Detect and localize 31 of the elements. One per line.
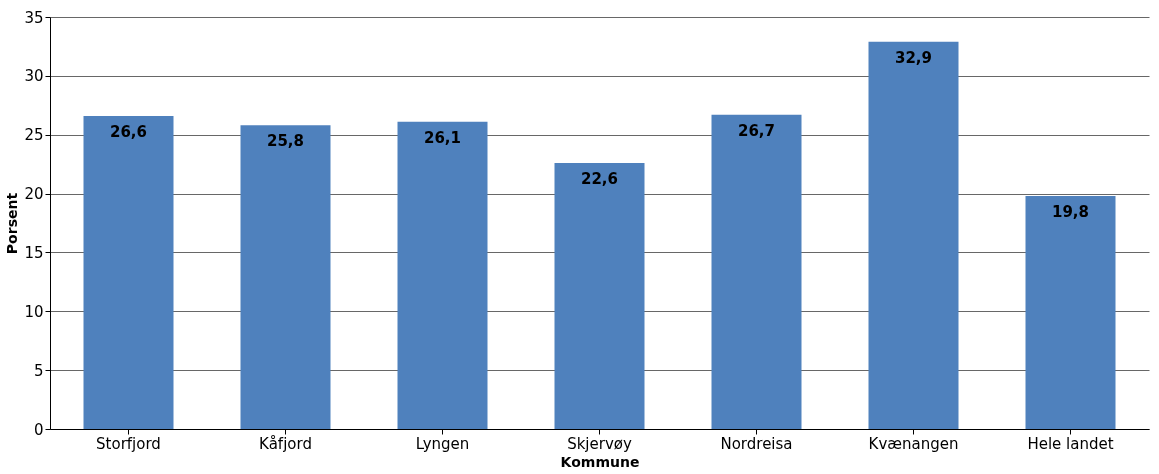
y-tick-label: 15 — [24, 243, 44, 262]
bar — [554, 162, 645, 429]
y-tick-label: 5 — [33, 361, 44, 380]
bar — [1025, 195, 1116, 429]
x-tick-label: Storfjord — [96, 434, 161, 453]
data-label: 22,6 — [580, 169, 619, 188]
bar — [868, 41, 959, 429]
y-axis-title: Porsent — [4, 192, 21, 255]
bar — [240, 125, 331, 429]
bar — [711, 114, 802, 429]
x-tick-label: Nordreisa — [720, 434, 793, 453]
y-tick-label: 25 — [24, 126, 44, 145]
x-tick-label: Kåfjord — [259, 434, 312, 453]
data-label: 26,7 — [737, 121, 776, 140]
x-tick-label: Skjervøy — [567, 434, 632, 453]
y-tick-label: 10 — [24, 302, 44, 321]
y-tick-label: 35 — [24, 8, 44, 27]
y-tick-label: 20 — [24, 185, 44, 204]
bar — [83, 115, 174, 429]
data-label: 19,8 — [1051, 202, 1090, 221]
x-tick-label: Kvænangen — [868, 434, 959, 453]
x-tick-label: Lyngen — [415, 434, 470, 453]
x-tick-label: Hele landet — [1027, 434, 1114, 453]
data-label: 25,8 — [266, 132, 305, 151]
y-tick-label: 30 — [24, 67, 44, 86]
data-label: 26,1 — [423, 128, 462, 147]
data-label: 26,6 — [109, 122, 148, 141]
y-tick-label: 0 — [33, 420, 44, 439]
data-label: 32,9 — [894, 48, 933, 67]
bar — [397, 121, 488, 429]
x-axis-title: Kommune — [560, 453, 640, 470]
